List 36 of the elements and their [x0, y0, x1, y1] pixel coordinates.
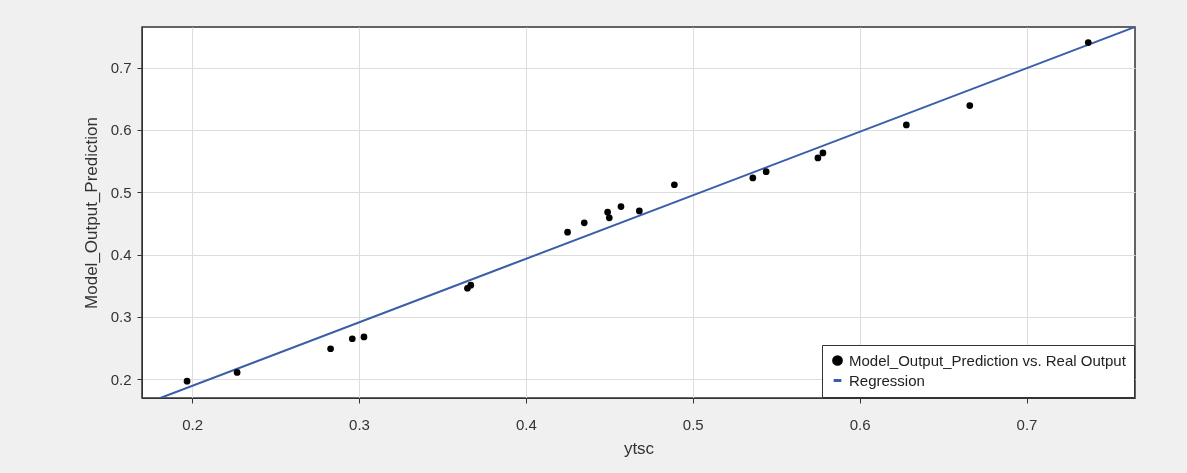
point: [605, 214, 613, 222]
point: [1084, 39, 1092, 46]
point: [467, 281, 475, 289]
point: [233, 369, 241, 376]
y-tick-label: 0.3: [110, 308, 132, 326]
y-tick-label: 0.6: [110, 121, 132, 139]
point: [635, 207, 643, 215]
point: [348, 335, 356, 343]
y-tick-label: 0.4: [110, 246, 132, 264]
point: [617, 203, 625, 210]
x-tick-label: 0.3: [349, 415, 370, 433]
x-tick-label: 0.7: [1016, 415, 1038, 433]
y-tick-label: 0.2: [110, 370, 132, 388]
point: [564, 228, 571, 236]
legend-label: Model_Output_Prediction vs. Real Output: [849, 351, 1127, 369]
x-tick-label: 0.2: [182, 415, 203, 433]
point: [671, 181, 678, 189]
point: [749, 174, 757, 182]
y-tick-label: 0.7: [110, 59, 132, 77]
point: [903, 121, 910, 129]
point: [183, 377, 191, 385]
point: [819, 149, 827, 157]
x-tick-label: 0.5: [682, 415, 704, 433]
y-axis-title: Model_Output_Prediction: [81, 117, 101, 309]
point: [604, 208, 611, 216]
x-tick-label: 0.4: [515, 415, 537, 433]
point: [327, 345, 334, 353]
point: [762, 168, 770, 176]
point: [966, 102, 974, 109]
point: [580, 219, 588, 227]
legend-label: Regression: [849, 371, 925, 389]
x-axis-title: ytsc: [623, 438, 655, 458]
point: [360, 333, 368, 341]
point: [814, 154, 822, 162]
y-tick-label: 0.5: [110, 183, 132, 201]
x-tick-label: 0.6: [849, 415, 871, 433]
